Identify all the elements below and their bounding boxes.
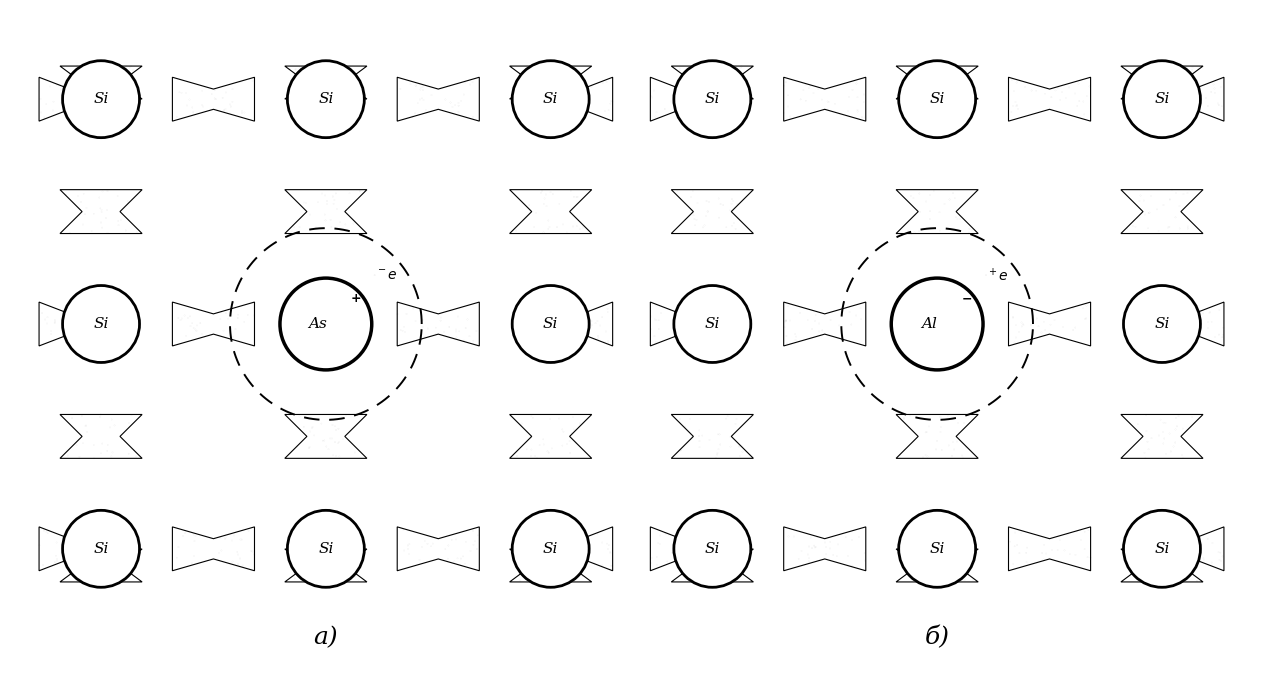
Circle shape xyxy=(280,278,371,370)
Polygon shape xyxy=(1008,302,1090,346)
Polygon shape xyxy=(672,190,753,234)
Polygon shape xyxy=(284,414,366,458)
Circle shape xyxy=(899,61,975,138)
Text: Si: Si xyxy=(93,317,109,331)
Polygon shape xyxy=(284,66,366,99)
Polygon shape xyxy=(783,302,865,346)
Text: б): б) xyxy=(925,626,950,649)
Circle shape xyxy=(63,61,139,138)
Polygon shape xyxy=(672,414,753,458)
Text: As: As xyxy=(308,317,327,331)
Circle shape xyxy=(1124,510,1200,587)
Circle shape xyxy=(63,510,139,587)
Text: Si: Si xyxy=(930,542,945,556)
Text: Si: Si xyxy=(930,92,945,106)
Polygon shape xyxy=(284,549,366,582)
Polygon shape xyxy=(59,190,141,234)
Polygon shape xyxy=(650,302,712,346)
Text: Si: Si xyxy=(543,317,558,331)
Polygon shape xyxy=(1162,527,1224,571)
Polygon shape xyxy=(39,77,101,121)
Polygon shape xyxy=(1122,190,1202,234)
Text: Si: Si xyxy=(93,92,109,106)
Text: −: − xyxy=(961,292,973,305)
Polygon shape xyxy=(783,77,865,121)
Polygon shape xyxy=(172,77,255,121)
Circle shape xyxy=(288,61,364,138)
Polygon shape xyxy=(1122,549,1202,582)
Polygon shape xyxy=(172,302,255,346)
Text: Si: Si xyxy=(318,92,333,106)
Circle shape xyxy=(674,286,750,362)
Text: Si: Si xyxy=(705,317,720,331)
Polygon shape xyxy=(1122,414,1202,458)
Polygon shape xyxy=(783,527,865,571)
Polygon shape xyxy=(59,414,141,458)
Polygon shape xyxy=(895,66,978,99)
Polygon shape xyxy=(1008,527,1090,571)
Circle shape xyxy=(674,510,750,587)
Text: Si: Si xyxy=(1154,92,1170,106)
Text: Si: Si xyxy=(1154,542,1170,556)
Circle shape xyxy=(288,510,364,587)
Circle shape xyxy=(899,510,975,587)
Circle shape xyxy=(1124,286,1200,362)
Polygon shape xyxy=(650,77,712,121)
Polygon shape xyxy=(895,549,978,582)
Polygon shape xyxy=(397,77,479,121)
Circle shape xyxy=(63,286,139,362)
Polygon shape xyxy=(59,549,141,582)
Polygon shape xyxy=(284,190,366,234)
Polygon shape xyxy=(672,66,753,99)
Polygon shape xyxy=(895,190,978,234)
Text: Si: Si xyxy=(318,542,333,556)
Text: Si: Si xyxy=(705,542,720,556)
Polygon shape xyxy=(551,302,613,346)
Text: $^+e$: $^+e$ xyxy=(986,267,1008,284)
Polygon shape xyxy=(397,302,479,346)
Text: Si: Si xyxy=(543,92,558,106)
Circle shape xyxy=(892,278,983,370)
Polygon shape xyxy=(59,66,141,99)
Polygon shape xyxy=(650,527,712,571)
Polygon shape xyxy=(1122,66,1202,99)
Polygon shape xyxy=(1008,77,1090,121)
Polygon shape xyxy=(551,77,613,121)
Polygon shape xyxy=(1162,302,1224,346)
Polygon shape xyxy=(39,302,101,346)
Text: $^-e$: $^-e$ xyxy=(375,268,397,282)
Text: Al: Al xyxy=(921,317,937,331)
Polygon shape xyxy=(1162,77,1224,121)
Polygon shape xyxy=(172,527,255,571)
Polygon shape xyxy=(895,414,978,458)
Text: Si: Si xyxy=(543,542,558,556)
Polygon shape xyxy=(509,66,591,99)
Polygon shape xyxy=(509,190,591,234)
Text: Si: Si xyxy=(1154,317,1170,331)
Polygon shape xyxy=(672,549,753,582)
Circle shape xyxy=(513,510,589,587)
Circle shape xyxy=(1124,61,1200,138)
Circle shape xyxy=(674,61,750,138)
Polygon shape xyxy=(551,527,613,571)
Circle shape xyxy=(513,286,589,362)
Polygon shape xyxy=(509,414,591,458)
Text: Si: Si xyxy=(93,542,109,556)
Polygon shape xyxy=(397,527,479,571)
Polygon shape xyxy=(509,549,591,582)
Text: +: + xyxy=(350,292,361,305)
Circle shape xyxy=(513,61,589,138)
Polygon shape xyxy=(39,527,101,571)
Text: Si: Si xyxy=(705,92,720,106)
Text: a): a) xyxy=(313,626,338,649)
